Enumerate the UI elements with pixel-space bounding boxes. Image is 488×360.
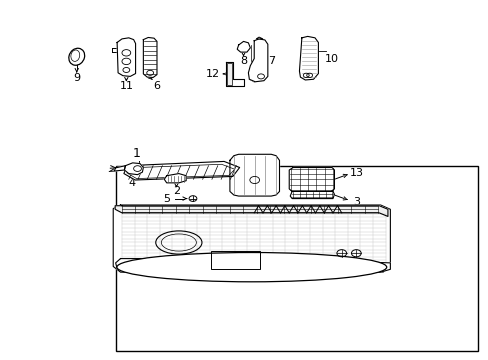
Text: 11: 11	[119, 81, 133, 91]
Text: 9: 9	[73, 73, 80, 83]
Bar	[211, 251, 260, 269]
Text: 4: 4	[128, 178, 135, 188]
Bar	[226, 63, 231, 85]
Polygon shape	[299, 36, 318, 80]
Text: 3: 3	[352, 197, 359, 207]
Polygon shape	[143, 37, 157, 77]
Polygon shape	[123, 161, 239, 180]
Polygon shape	[225, 62, 243, 86]
Polygon shape	[237, 41, 250, 52]
Polygon shape	[229, 154, 279, 196]
Bar	[116, 166, 477, 351]
Text: 6: 6	[153, 81, 160, 91]
Text: 7: 7	[267, 56, 274, 66]
Text: 8: 8	[240, 56, 246, 66]
Text: 10: 10	[325, 54, 338, 64]
Ellipse shape	[117, 252, 386, 282]
Polygon shape	[256, 37, 263, 39]
Polygon shape	[113, 205, 389, 272]
Polygon shape	[289, 192, 334, 199]
Polygon shape	[115, 206, 387, 216]
Polygon shape	[248, 39, 267, 82]
Polygon shape	[124, 163, 143, 175]
Polygon shape	[117, 38, 135, 76]
Polygon shape	[114, 166, 125, 171]
Text: 5: 5	[163, 194, 170, 203]
Text: 1: 1	[132, 147, 140, 160]
Polygon shape	[164, 174, 186, 183]
Polygon shape	[288, 167, 334, 192]
Text: 12: 12	[205, 69, 220, 79]
Polygon shape	[116, 258, 389, 272]
Text: 2: 2	[173, 186, 180, 197]
Text: 13: 13	[348, 168, 363, 178]
Ellipse shape	[69, 48, 84, 65]
Circle shape	[189, 196, 197, 202]
